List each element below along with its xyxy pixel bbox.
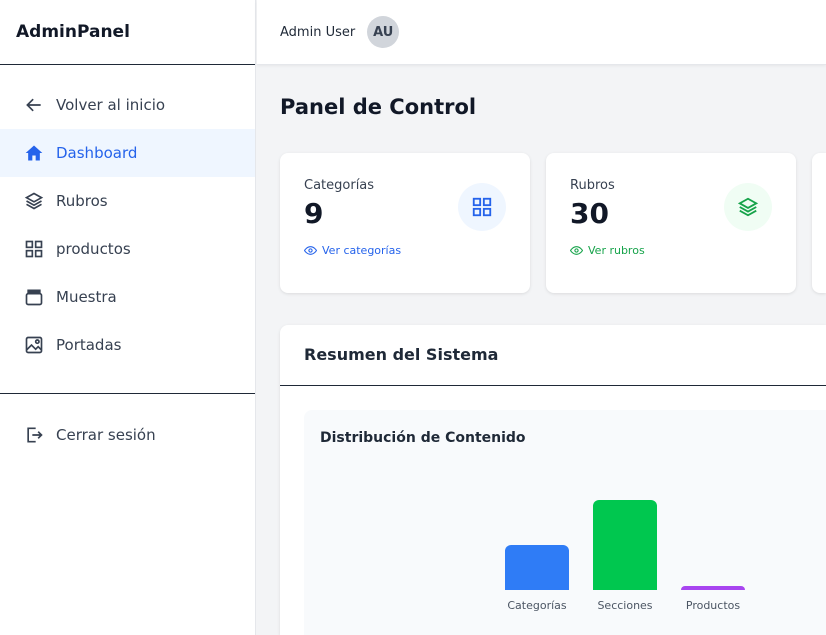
link-label: Ver categorías	[322, 244, 402, 257]
sidebar-item-muestra[interactable]: Muestra	[0, 273, 255, 321]
content-chart: Distribución de Contenido Categorías Secc…	[304, 410, 826, 635]
page-title: Panel de Control	[280, 95, 477, 119]
panel-title: Resumen del Sistema	[280, 325, 826, 386]
avatar[interactable]: AU	[367, 16, 400, 48]
brand-logo: AdminPanel	[0, 0, 255, 65]
eye-icon	[304, 246, 317, 255]
home-icon	[25, 145, 43, 161]
sidebar: AdminPanel Volver al inicio Dashboard Ru…	[0, 0, 256, 635]
sidebar-item-label: productos	[56, 240, 131, 258]
stat-value: 30	[570, 197, 609, 230]
ver-categorias-link[interactable]: Ver categorías	[304, 244, 506, 257]
arrow-left-icon	[26, 98, 41, 112]
topbar: Admin User AU	[257, 0, 826, 65]
layers-icon	[724, 183, 772, 231]
sidebar-item-portadas[interactable]: Portadas	[0, 321, 255, 369]
logout-button[interactable]: Cerrar sesión	[0, 411, 255, 459]
link-label: Ver rubros	[588, 244, 645, 257]
image-icon	[25, 336, 43, 354]
grid-icon	[458, 183, 506, 231]
x-tick-label: Categorías	[507, 599, 567, 612]
stat-value: 9	[304, 197, 324, 230]
sidebar-item-label: Dashboard	[56, 144, 138, 162]
sidebar-item-rubros[interactable]: Rubros	[0, 177, 255, 225]
sidebar-item-label: Portadas	[56, 336, 122, 354]
user-name: Admin User	[280, 24, 356, 40]
bar-secciones	[593, 500, 657, 590]
stat-label: Categorías	[304, 178, 375, 193]
sidebar-item-label: Rubros	[56, 192, 108, 210]
chart-title: Distribución de Contenido	[320, 430, 526, 446]
grid-icon	[25, 240, 43, 258]
stat-card-categorias: Categorías 9 Ver categorías	[280, 153, 530, 293]
bar-productos	[681, 586, 745, 590]
sidebar-item-volver[interactable]: Volver al inicio	[0, 81, 255, 129]
sidebar-item-label: Volver al inicio	[56, 96, 166, 114]
sidebar-item-productos[interactable]: productos	[0, 225, 255, 273]
summary-panel: Resumen del Sistema Distribución de Cont…	[280, 325, 826, 635]
eye-icon	[570, 246, 583, 255]
bar-categorías	[505, 545, 569, 590]
stat-label: Rubros	[570, 178, 615, 193]
archive-icon	[25, 289, 43, 306]
stat-card-partial	[812, 153, 826, 293]
layers-icon	[24, 192, 44, 210]
x-tick-label: Secciones	[597, 599, 653, 612]
logout-label: Cerrar sesión	[56, 426, 156, 444]
logout-icon	[27, 427, 43, 443]
ver-rubros-link[interactable]: Ver rubros	[570, 244, 772, 257]
sidebar-item-label: Muestra	[56, 288, 117, 306]
sidebar-item-dashboard[interactable]: Dashboard	[0, 129, 255, 177]
stat-card-rubros: Rubros 30 Ver rubros	[546, 153, 796, 293]
x-tick-label: Productos	[685, 599, 741, 612]
divider	[0, 393, 255, 394]
